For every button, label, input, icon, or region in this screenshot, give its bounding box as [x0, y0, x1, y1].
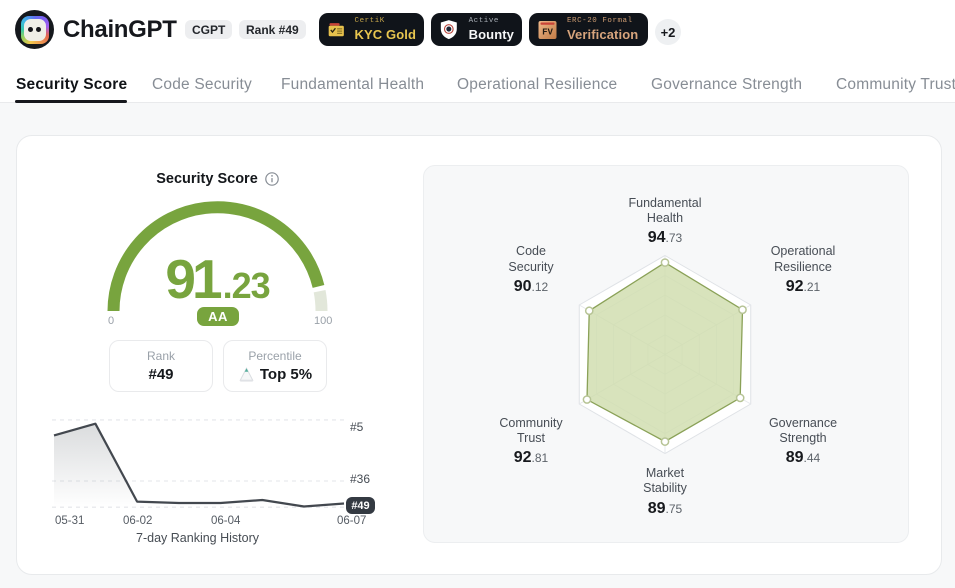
svg-text:FV: FV — [542, 28, 553, 38]
